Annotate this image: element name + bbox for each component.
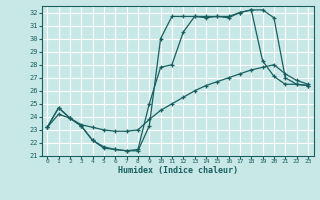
X-axis label: Humidex (Indice chaleur): Humidex (Indice chaleur) [118,166,237,175]
